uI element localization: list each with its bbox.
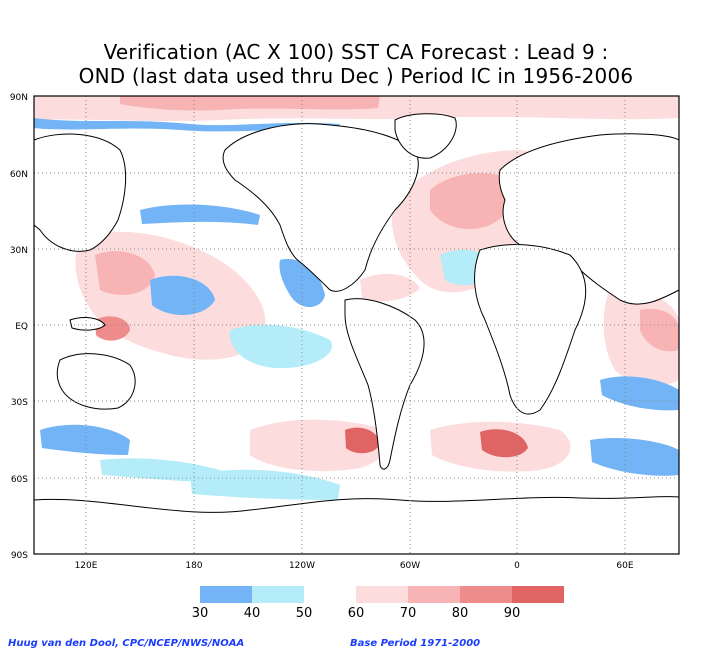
lon-label-0: 0 (514, 561, 520, 571)
colorbar-swatch-6 (512, 586, 564, 603)
s-ocean-blue (40, 424, 130, 455)
colorbar-label-60: 60 (348, 606, 365, 621)
north-america (222, 123, 419, 292)
lat-axis: 90N 60N 30N EQ 30S 60S 90S (10, 93, 28, 561)
lat-label-60s: 60S (11, 475, 28, 485)
colorbar-swatch-1 (252, 586, 304, 603)
colorbar-label-40: 40 (244, 606, 261, 621)
coastlines (33, 113, 680, 555)
arctic-band-strong (120, 96, 380, 111)
indian-blue (600, 376, 679, 411)
lon-label-120e: 120E (75, 561, 98, 571)
credit-text: Huug van den Dool, CPC/NCEP/NWS/NOAA (8, 638, 245, 649)
arctic-blue-edge (34, 118, 340, 132)
eurasia (498, 133, 680, 305)
chart-title-line-1: Verification (AC X 100) SST CA Forecast … (103, 40, 609, 64)
s-pacific-warm-core (345, 427, 380, 454)
lon-label-60e: 60E (616, 561, 633, 571)
south-america (344, 298, 425, 470)
indonesia (69, 317, 106, 331)
colorbar-label-30: 30 (192, 606, 209, 621)
s-indian-blue (590, 438, 679, 476)
colorbar-swatch-0 (200, 586, 252, 603)
colorbar-label-70: 70 (400, 606, 417, 621)
colorbar-label-90: 90 (504, 606, 521, 621)
n-pacific-blue (140, 204, 260, 225)
sst-contours (34, 96, 679, 500)
colorbar-label-80: 80 (452, 606, 469, 621)
maritime-warm (95, 316, 130, 341)
colorbar-swatch-2 (304, 586, 356, 603)
caribbean-warm (360, 273, 420, 302)
africa (474, 244, 587, 415)
c-pacific-blue (150, 275, 215, 316)
w-pacific-warm-core (95, 251, 155, 295)
lat-label-60n: 60N (10, 170, 28, 180)
n-atlantic-warm-core (430, 173, 517, 230)
colorbar-swatch-3 (356, 586, 408, 603)
antarctica (33, 496, 680, 555)
ne-pacific-blue (279, 259, 325, 308)
lon-axis: 120E 180 120W 60W 0 60E (75, 561, 634, 571)
australia (56, 353, 136, 410)
colorbar: 30 40 50 60 70 80 90 (192, 586, 564, 621)
east-asia (33, 133, 127, 252)
lat-label-90n: 90N (10, 93, 28, 103)
indian-warm-core (640, 308, 679, 352)
s-atlantic-warm-core (480, 429, 528, 458)
lat-label-30n: 30N (10, 246, 28, 256)
colorbar-swatch-4 (408, 586, 460, 603)
lon-label-60w: 60W (400, 561, 420, 571)
lat-label-eq: EQ (15, 322, 28, 332)
lat-label-30s: 30S (11, 398, 28, 408)
e-pacific-blue (229, 324, 332, 369)
s-ocean-light (100, 458, 220, 482)
gridlines (34, 96, 679, 554)
colorbar-swatch-5 (460, 586, 512, 603)
colorbar-label-50: 50 (296, 606, 313, 621)
map-frame (33, 95, 680, 555)
base-period-text: Base Period 1971-2000 (350, 638, 481, 649)
lon-label-120w: 120W (289, 561, 315, 571)
chart-title-line-2: OND (last data used thru Dec ) Period IC… (78, 64, 634, 88)
lat-label-90s: 90S (11, 551, 28, 561)
lon-label-180: 180 (185, 561, 202, 571)
map-area (33, 95, 680, 555)
